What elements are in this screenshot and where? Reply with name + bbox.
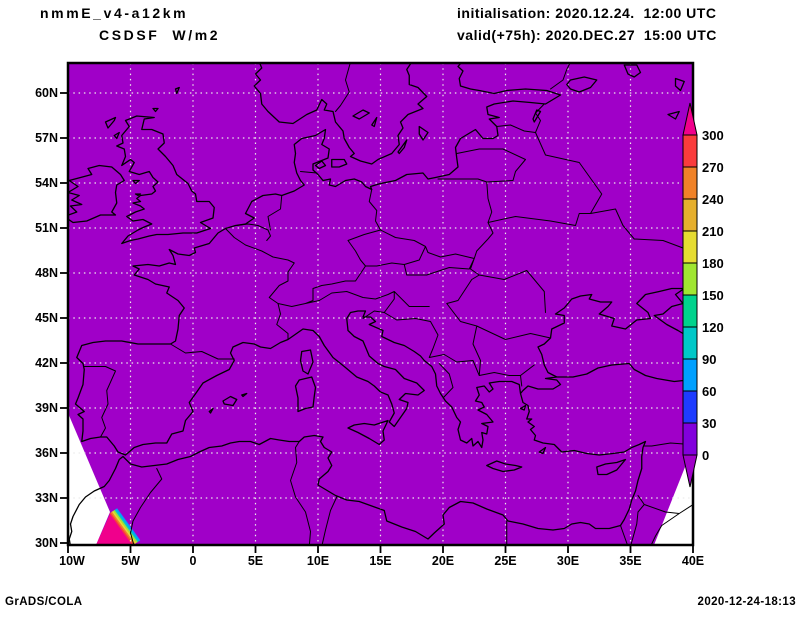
lat-label: 36N <box>35 446 58 460</box>
colorbar-label: 270 <box>702 160 724 175</box>
lat-label: 33N <box>35 491 58 505</box>
geography-layer <box>64 62 695 547</box>
lon-label: 20E <box>432 554 454 568</box>
valid-time-label: valid(+75h): 2020.DEC.27 15:00 UTC <box>457 27 717 43</box>
fringe-sky <box>115 508 141 542</box>
grads-cola-credit: GrADS/COLA <box>5 596 83 608</box>
coastline-british-isles <box>64 116 214 244</box>
colorbar-label: 90 <box>702 352 716 367</box>
colorbar-segment <box>682 198 698 232</box>
colorbar-label: 60 <box>702 384 716 399</box>
out-of-domain-wedge-sw <box>68 413 110 545</box>
grid-layer <box>68 63 693 545</box>
out-of-domain-wedge-se <box>654 447 693 545</box>
colorbar-label: 180 <box>702 256 724 271</box>
lat-label: 39N <box>35 401 58 415</box>
colorbar-label: 30 <box>702 416 716 431</box>
colorbar-segment <box>682 326 698 360</box>
field-zero-band <box>68 63 693 545</box>
lat-label: 48N <box>35 266 58 280</box>
colorbar-label: 240 <box>702 192 724 207</box>
colorbar-segment <box>682 294 698 328</box>
lat-label: 30N <box>35 536 58 550</box>
colorbar-label: 150 <box>702 288 724 303</box>
coastline-lakes <box>353 65 684 126</box>
colorbar-labels: 300 270 240 210 180 150 120 90 60 30 0 <box>702 128 724 463</box>
lat-label: 60N <box>35 86 58 100</box>
coastline-mainland <box>69 62 695 547</box>
axis-ticks <box>60 92 694 553</box>
lon-label: 30E <box>557 554 579 568</box>
colorbar-label: 210 <box>702 224 724 239</box>
colorbar: 300 270 240 210 180 150 120 90 60 30 0 <box>682 102 724 488</box>
fringe-red <box>109 512 134 545</box>
init-time-label: initialisation: 2020.12.24. 12:00 UTC <box>457 5 717 21</box>
lat-axis-labels: 60N 57N 54N 51N 48N 45N 42N 39N 36N 33N … <box>35 86 58 550</box>
model-title: nmmE_v4-a12km <box>40 5 189 21</box>
lon-label: 10W <box>59 554 85 568</box>
lon-label: 25E <box>494 554 516 568</box>
variable-title: CSDSF W/m2 <box>99 27 221 43</box>
shaded-field-layer <box>68 63 693 545</box>
lon-axis-labels: 10W 5W 0 5E 10E 15E 20E 25E 30E 35E 40E <box>59 554 704 568</box>
colorbar-segment <box>682 358 698 392</box>
colorbar-label: 0 <box>702 448 709 463</box>
lat-label: 42N <box>35 356 58 370</box>
colorbar-segment <box>682 262 698 296</box>
lat-label: 45N <box>35 311 58 325</box>
lon-label: 0 <box>190 554 197 568</box>
lon-label: 10E <box>307 554 329 568</box>
lat-label: 51N <box>35 221 58 235</box>
colorbar-segment <box>682 422 698 456</box>
fringe-green <box>113 510 138 543</box>
colorbar-segment <box>682 390 698 424</box>
lat-label: 54N <box>35 176 58 190</box>
colorbar-segment <box>682 230 698 264</box>
lon-label: 40E <box>682 554 704 568</box>
colorbar-label: 300 <box>702 128 724 143</box>
creation-timestamp: 2020-12-24-18:13 <box>697 596 796 608</box>
coastline-islands <box>106 88 626 475</box>
fringe-orange <box>110 511 136 545</box>
country-borders <box>84 62 695 547</box>
colorbar-segment <box>682 166 698 200</box>
lon-label: 15E <box>369 554 391 568</box>
colorbar-segment-below-min <box>682 454 698 488</box>
lon-label: 35E <box>619 554 641 568</box>
lon-label: 5W <box>121 554 140 568</box>
colorbar-segment <box>682 134 698 168</box>
lon-label: 5E <box>248 554 263 568</box>
lat-label: 57N <box>35 131 58 145</box>
sunlit-patch <box>96 508 141 545</box>
colorbar-label: 120 <box>702 320 724 335</box>
fringe-cyan <box>114 509 139 543</box>
sunlit-core <box>96 514 132 545</box>
